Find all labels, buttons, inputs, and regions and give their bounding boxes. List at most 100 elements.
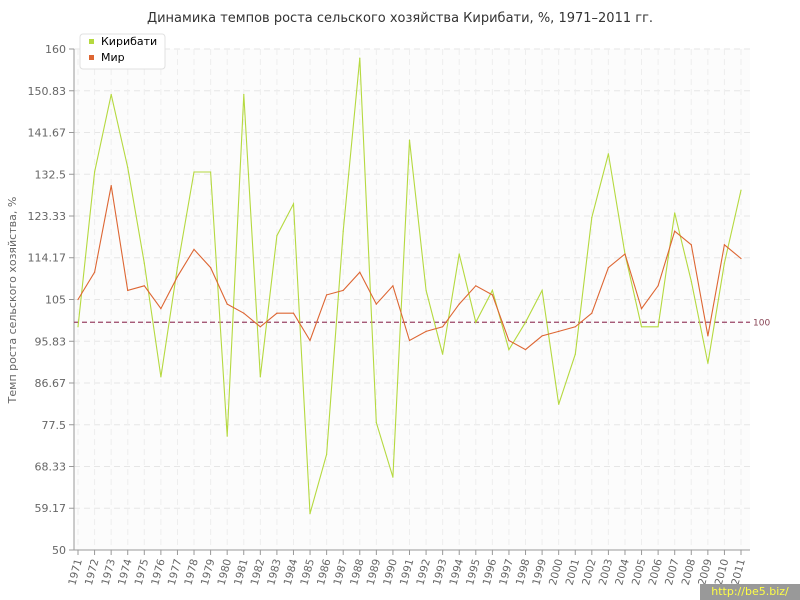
- x-tick-label: 1997: [497, 558, 516, 587]
- y-tick-label: 95.83: [35, 335, 67, 348]
- data-point: [690, 280, 692, 282]
- x-tick-label: 2008: [680, 558, 699, 587]
- data-point: [94, 271, 96, 273]
- x-tick-label: 1974: [116, 557, 135, 586]
- data-point: [425, 289, 427, 291]
- x-tick-label: 1973: [100, 558, 119, 587]
- data-point: [276, 235, 278, 237]
- data-point: [375, 303, 377, 305]
- data-point: [292, 203, 295, 205]
- x-tick-label: 2000: [547, 558, 566, 587]
- x-tick-label: 2002: [580, 558, 599, 587]
- data-point: [243, 93, 245, 96]
- data-point: [392, 285, 394, 287]
- x-tick-label: 1989: [365, 558, 384, 587]
- y-tick-label: 114.17: [28, 252, 67, 265]
- x-tick-label: 1987: [332, 558, 351, 587]
- data-point: [707, 362, 709, 364]
- data-point: [442, 353, 444, 355]
- x-tick-label: 1979: [199, 558, 218, 587]
- x-tick-label: 1983: [265, 558, 284, 587]
- y-tick-label: 77.5: [42, 419, 67, 432]
- data-point: [541, 335, 543, 337]
- x-tick-label: 2009: [696, 558, 715, 587]
- data-point: [524, 321, 527, 323]
- data-point: [143, 285, 145, 287]
- data-point: [707, 335, 709, 337]
- legend-label: Кирибати: [101, 35, 157, 48]
- x-tick-label: 1972: [83, 558, 102, 587]
- data-point: [508, 339, 510, 342]
- x-tick-label: 1977: [166, 558, 185, 587]
- y-tick-label: 59.17: [35, 502, 67, 515]
- data-point: [574, 326, 576, 328]
- data-point: [77, 298, 79, 301]
- x-tick-label: 1975: [133, 558, 152, 587]
- data-point: [77, 326, 79, 328]
- x-tick-label: 1999: [530, 558, 549, 587]
- data-point: [458, 303, 460, 305]
- data-point: [657, 326, 659, 328]
- x-tick-label: 1980: [216, 558, 235, 587]
- legend: Кирибати Мир: [79, 33, 166, 70]
- data-point: [740, 257, 742, 260]
- x-tick-label: 2001: [564, 558, 583, 587]
- x-tick-label: 1985: [298, 558, 317, 587]
- x-tick-label: 1994: [448, 557, 467, 586]
- data-point: [574, 353, 576, 355]
- legend-label: Мир: [101, 51, 125, 64]
- data-point: [143, 262, 145, 264]
- data-point: [508, 349, 510, 351]
- data-point: [524, 349, 527, 351]
- legend-swatch: [89, 39, 94, 44]
- data-point: [674, 212, 676, 214]
- data-point: [375, 421, 377, 424]
- x-tick-label: 2010: [713, 558, 732, 587]
- data-point: [425, 330, 427, 332]
- data-point: [110, 93, 112, 96]
- data-point: [193, 171, 195, 173]
- x-tick-label: 1993: [431, 558, 450, 587]
- data-point: [127, 166, 129, 168]
- y-tick-label: 132.5: [35, 168, 67, 181]
- data-point: [359, 57, 361, 59]
- x-tick-label: 1986: [315, 557, 334, 586]
- y-tick-label: 160: [45, 43, 66, 56]
- data-point: [558, 403, 560, 405]
- data-point: [243, 312, 245, 314]
- data-point: [442, 326, 444, 328]
- data-point: [657, 285, 659, 287]
- data-point: [342, 230, 344, 232]
- data-point: [723, 244, 726, 246]
- data-point: [94, 171, 96, 173]
- data-point: [259, 326, 261, 328]
- y-tick-label: 68.33: [35, 461, 67, 474]
- data-point: [342, 289, 344, 291]
- data-point: [408, 339, 411, 342]
- data-point: [591, 312, 593, 314]
- data-point: [226, 435, 228, 437]
- x-tick-label: 2004: [613, 557, 632, 586]
- x-tick-label: 1996: [481, 557, 500, 586]
- x-tick-label: 1988: [348, 558, 367, 587]
- data-point: [210, 267, 212, 269]
- data-point: [193, 248, 195, 250]
- x-tick-label: 2003: [597, 558, 616, 587]
- y-axis-label: Темп роста сельского хозяйства, %: [6, 197, 19, 405]
- y-tick-label: 123.33: [28, 210, 67, 223]
- data-point: [591, 216, 593, 219]
- x-tick-label: 1992: [414, 558, 433, 587]
- y-tick-label: 141.67: [28, 126, 67, 139]
- grid: [74, 48, 750, 551]
- y-tick-label: 50: [52, 544, 66, 557]
- data-point: [309, 339, 311, 342]
- data-point: [607, 153, 610, 155]
- y-tick-label: 86.67: [35, 377, 67, 390]
- data-point: [607, 267, 610, 269]
- x-tick-label: 1984: [282, 557, 301, 586]
- watermark-link[interactable]: http://be5.biz/: [700, 584, 800, 600]
- data-point: [176, 267, 178, 269]
- data-point: [690, 244, 692, 246]
- data-point: [541, 289, 543, 291]
- data-point: [475, 285, 477, 287]
